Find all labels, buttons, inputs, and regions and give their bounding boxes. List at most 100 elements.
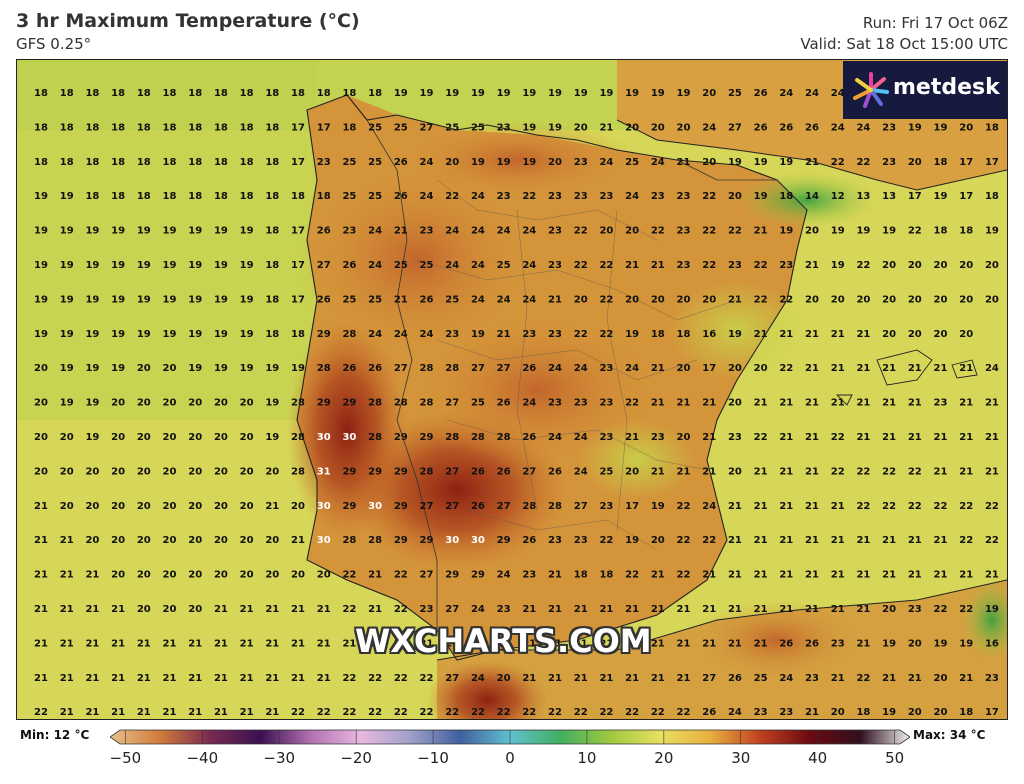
temperature-value: 21 <box>959 570 973 581</box>
temperature-value: 18 <box>188 122 202 133</box>
temperature-value: 19 <box>163 294 177 305</box>
temperature-value: 20 <box>651 535 665 546</box>
temperature-value: 20 <box>445 157 459 168</box>
temperature-value: 19 <box>60 363 74 374</box>
temperature-value: 23 <box>548 260 562 271</box>
temperature-value: 21 <box>522 673 536 684</box>
colorbar-tick-label: 10 <box>577 749 597 767</box>
temperature-value: 22 <box>625 398 639 409</box>
temperature-value: 21 <box>317 604 331 615</box>
temperature-value: 20 <box>163 604 177 615</box>
temperature-value: 21 <box>934 570 948 581</box>
temperature-value: 19 <box>831 260 845 271</box>
temperature-value: 22 <box>677 570 691 581</box>
temperature-value: 20 <box>85 535 99 546</box>
temperature-value: 20 <box>214 535 228 546</box>
temperature-value: 27 <box>317 260 331 271</box>
temperature-value: 21 <box>985 398 999 409</box>
temperature-value: 21 <box>599 604 613 615</box>
temperature-value: 21 <box>908 432 922 443</box>
temperature-value: 21 <box>60 673 74 684</box>
temperature-map[interactable]: 18 18 18 18 18 18 18 18 18 18 18 18 18 18 19 19 19 19 19 19… <box>16 59 1008 720</box>
temperature-value: 18 <box>959 226 973 237</box>
temperature-labels: 18 18 18 18 18 18 18 18 18 18 18 18 18 18 19 19 19 19 19 19… <box>34 88 999 718</box>
temperature-value: 19 <box>85 363 99 374</box>
temperature-value: 27 <box>445 466 459 477</box>
temperature-value: 27 <box>471 363 485 374</box>
temperature-value: 19 <box>188 260 202 271</box>
temperature-value: 19 <box>959 638 973 649</box>
temperature-value: 22 <box>471 707 485 718</box>
temperature-value: 23 <box>882 157 896 168</box>
temperature-value: 18 <box>137 157 151 168</box>
temperature-value: 21 <box>702 570 716 581</box>
temperature-value: 18 <box>651 329 665 340</box>
temperature-value: 19 <box>754 191 768 202</box>
temperature-value: 18 <box>163 122 177 133</box>
temperature-value: 22 <box>831 432 845 443</box>
temperature-value: 18 <box>85 88 99 99</box>
temperature-value: 21 <box>754 226 768 237</box>
temperature-value: 20 <box>163 363 177 374</box>
temperature-value: 20 <box>882 329 896 340</box>
temperature-value: 20 <box>625 466 639 477</box>
temperature-value: 22 <box>599 294 613 305</box>
temperature-value: 19 <box>137 260 151 271</box>
temperature-value: 22 <box>599 260 613 271</box>
temperature-value: 22 <box>677 535 691 546</box>
temperature-value: 28 <box>420 466 434 477</box>
temperature-value: 28 <box>522 501 536 512</box>
temperature-value: 18 <box>959 707 973 718</box>
temperature-value: 20 <box>137 535 151 546</box>
temperature-value: 23 <box>677 260 691 271</box>
temperature-value: 21 <box>728 294 742 305</box>
temperature-value: 28 <box>471 432 485 443</box>
temperature-value: 20 <box>934 673 948 684</box>
temperature-value: 20 <box>111 432 125 443</box>
temperature-value: 19 <box>522 88 536 99</box>
temperature-value: 23 <box>754 707 768 718</box>
temperature-value: 19 <box>625 535 639 546</box>
temperature-value: 20 <box>934 294 948 305</box>
temperature-value: 24 <box>420 157 434 168</box>
temperature-value: 20 <box>882 260 896 271</box>
temperature-value: 23 <box>548 226 562 237</box>
temperature-value: 21 <box>625 260 639 271</box>
temperature-value: 18 <box>291 191 305 202</box>
temperature-value: 28 <box>394 398 408 409</box>
temperature-value: 24 <box>420 191 434 202</box>
temperature-value: 19 <box>599 88 613 99</box>
temperature-value: 21 <box>908 570 922 581</box>
temperature-value: 21 <box>342 638 356 649</box>
temperature-value: 24 <box>831 122 845 133</box>
temperature-value: 16 <box>702 329 716 340</box>
temperature-value: 29 <box>420 432 434 443</box>
temperature-value: 18 <box>137 88 151 99</box>
temperature-value: 21 <box>548 604 562 615</box>
temperature-value: 25 <box>368 191 382 202</box>
temperature-value: 19 <box>651 88 665 99</box>
temperature-value: 18 <box>85 122 99 133</box>
temperature-value: 19 <box>779 157 793 168</box>
temperature-value: 21 <box>188 638 202 649</box>
temperature-value: 21 <box>85 673 99 684</box>
temperature-value: 22 <box>779 363 793 374</box>
temperature-value: 24 <box>445 226 459 237</box>
temperature-value: 29 <box>317 398 331 409</box>
temperature-value: 21 <box>368 638 382 649</box>
metdesk-logo[interactable]: metdesk <box>843 61 1007 119</box>
africa-coast <box>436 579 1007 661</box>
temperature-value: 19 <box>85 226 99 237</box>
temperature-value: 24 <box>368 260 382 271</box>
temperature-value: 19 <box>214 363 228 374</box>
temperature-value: 21 <box>728 535 742 546</box>
temperature-value: 21 <box>497 329 511 340</box>
temperature-value: 29 <box>394 466 408 477</box>
temperature-value: 18 <box>240 122 254 133</box>
temperature-value: 20 <box>677 363 691 374</box>
temperature-value: 21 <box>959 363 973 374</box>
temperature-value: 21 <box>882 570 896 581</box>
temperature-value: 19 <box>85 329 99 340</box>
temperature-value: 28 <box>291 432 305 443</box>
temperature-value: 20 <box>882 604 896 615</box>
